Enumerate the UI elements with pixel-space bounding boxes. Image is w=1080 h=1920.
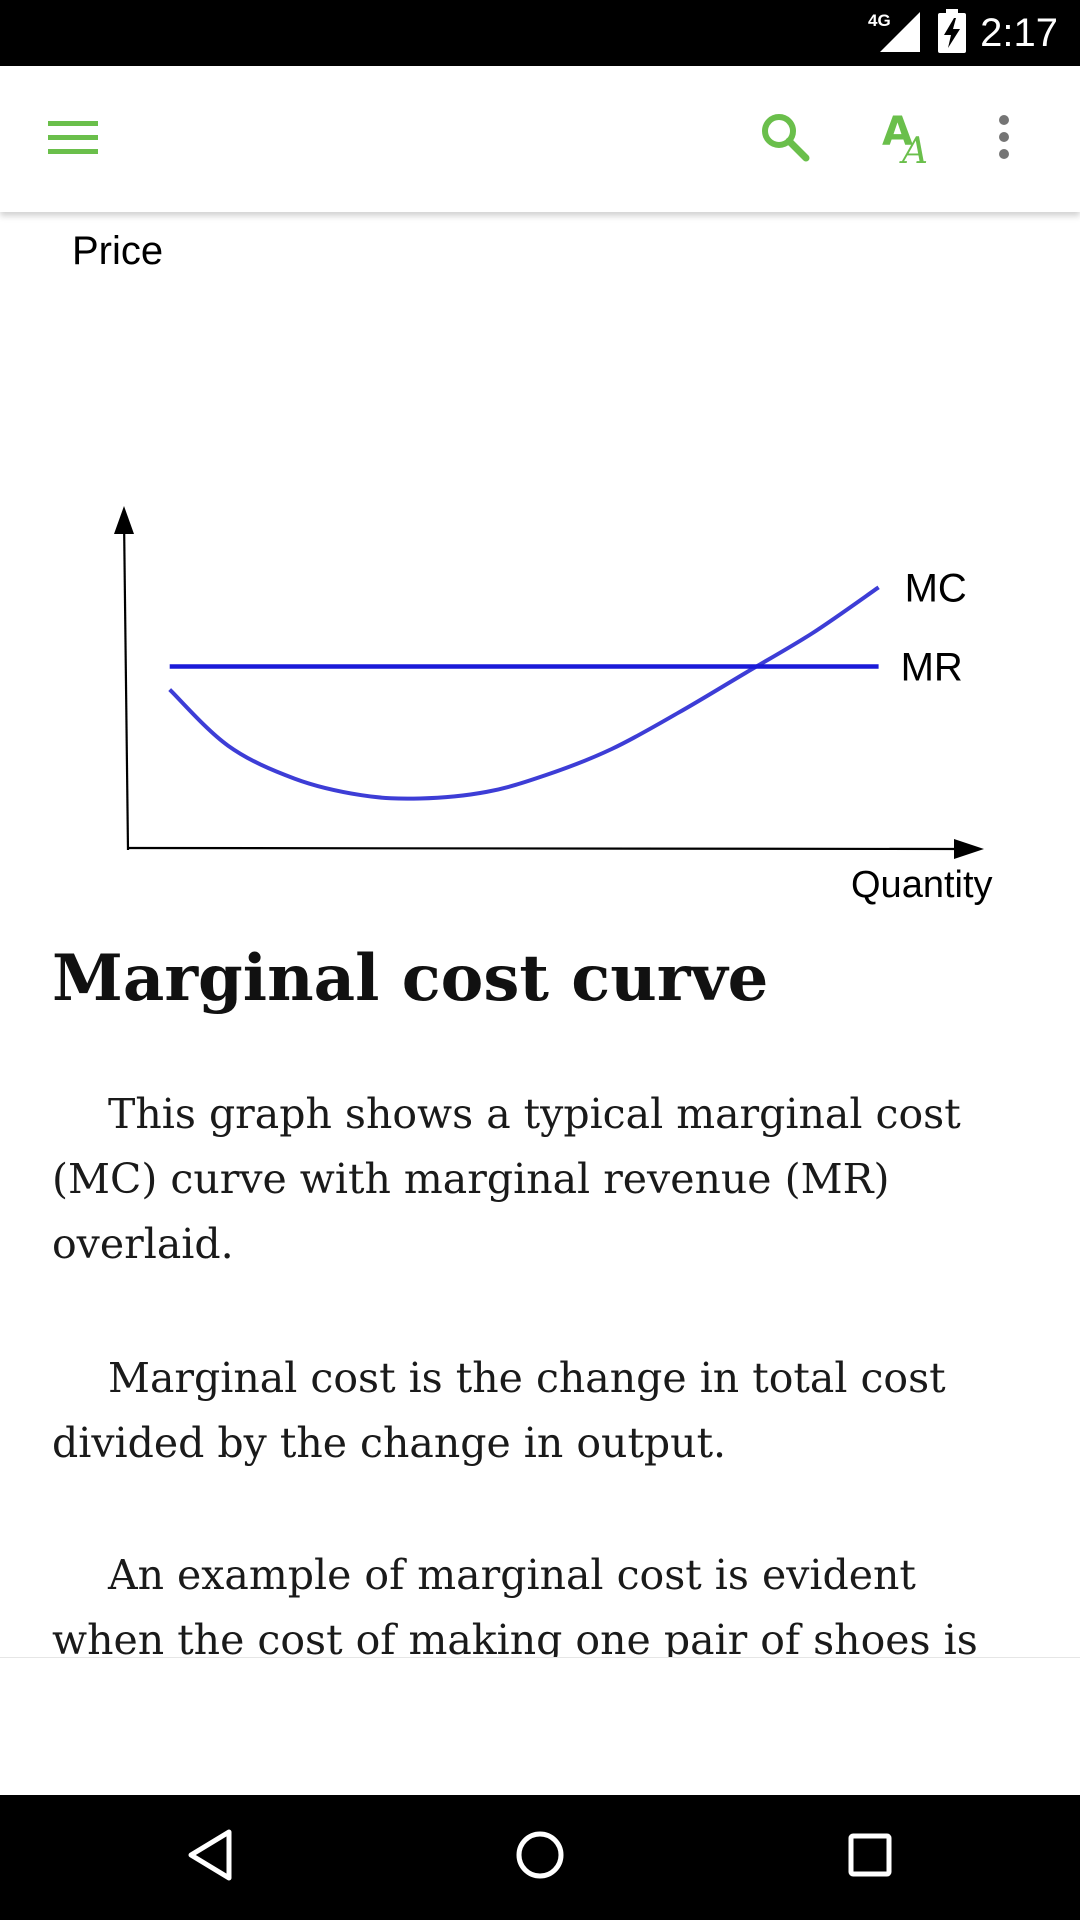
back-triangle-icon [185,1828,235,1887]
more-vert-icon [997,114,1011,165]
more-options-button[interactable] [978,66,1030,212]
recents-square-icon [847,1832,893,1883]
y-axis-label: Price [72,229,163,273]
bottom-panel [0,1657,1080,1796]
mc-mr-chart: Price Quantity MC MR [72,229,993,906]
mc-label: MC [905,566,967,610]
app-bar: A A [0,66,1080,212]
paragraph-2: Marginal cost is the change in total cos… [52,1354,946,1467]
marginal-cost-figure: Price Quantity MC MR [0,212,1080,932]
x-axis-arrow [954,839,984,859]
hamburger-menu-icon [48,119,98,160]
x-axis [127,846,963,851]
search-button[interactable] [740,66,830,212]
article-title: Marginal cost curve [52,941,769,1016]
network-type-label: 4G [868,11,891,30]
svg-text:A: A [882,109,913,155]
back-button[interactable] [130,1795,290,1920]
x-axis-label: Quantity [851,864,993,906]
paragraph-3: An example of marginal cost is evident w… [52,1551,978,1657]
recents-button[interactable] [790,1795,950,1920]
clock: 2:17 [980,10,1058,55]
navigation-bar [0,1795,1080,1920]
y-axis [122,517,130,851]
font-size-button[interactable]: A A [864,66,956,212]
y-axis-arrow [114,506,134,534]
svg-text:A: A [899,131,928,165]
status-icons: 4G 2:17 [866,0,1058,66]
signal-icon: 4G [866,6,924,61]
search-icon [759,111,811,168]
article-content[interactable]: Price Quantity MC MR Marginal cost curve… [0,212,1080,1657]
text-size-icon: A A [882,109,938,172]
home-circle-icon [514,1829,566,1886]
mc-curve [168,585,880,801]
status-bar: 4G 2:17 [0,0,1080,66]
battery-charging-icon [938,8,967,58]
paragraph-1: This graph shows a typical marginal cost… [52,1090,961,1268]
menu-button[interactable] [30,66,116,212]
home-button[interactable] [460,1795,620,1920]
mr-label: MR [901,646,963,690]
